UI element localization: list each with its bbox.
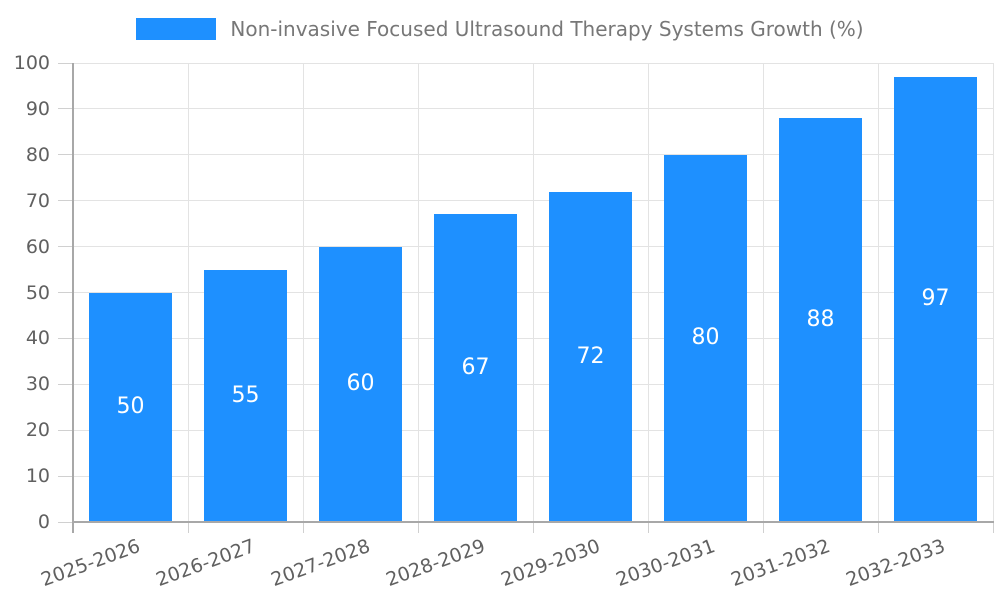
bar-value-label: 88 (806, 307, 835, 333)
y-axis-tick (58, 154, 73, 156)
y-axis-tick (58, 108, 73, 110)
y-axis-tick (58, 475, 73, 477)
x-tick-label: 2028-2029 (383, 535, 489, 592)
bar-value-label: 80 (691, 325, 720, 351)
y-tick-label: 0 (37, 511, 50, 533)
x-axis-tick (302, 523, 304, 533)
bar: 55 (204, 269, 287, 522)
gridline-vertical (532, 63, 534, 522)
gridline-vertical (877, 63, 879, 522)
y-tick-label: 50 (25, 281, 50, 304)
x-axis-tick (762, 523, 764, 533)
y-tick-label: 80 (25, 143, 50, 166)
x-tick-label: 2029-2030 (498, 535, 604, 592)
y-axis-tick (58, 62, 73, 64)
y-axis-tick (58, 200, 73, 202)
y-axis-tick (58, 292, 73, 293)
chart-legend[interactable]: Non-invasive Focused Ultrasound Therapy … (0, 17, 1000, 41)
x-tick-label: 2027-2028 (268, 535, 374, 592)
y-tick-label: 30 (25, 373, 50, 396)
y-axis-tick (58, 521, 73, 523)
y-axis-tick (58, 383, 73, 385)
y-tick-label: 70 (25, 189, 50, 212)
x-axis-line (72, 521, 994, 523)
x-tick-label: 2031-2032 (728, 535, 834, 592)
bar-value-label: 67 (461, 355, 490, 381)
bar-value-label: 55 (231, 382, 260, 408)
x-tick-label: 2030-2031 (613, 535, 719, 592)
bar: 60 (319, 246, 402, 522)
gridline-vertical (302, 63, 304, 522)
gridline-vertical (417, 63, 419, 522)
y-tick-label: 20 (25, 419, 50, 442)
gridline-vertical (187, 63, 189, 522)
bar-value-label: 72 (576, 343, 605, 369)
bar: 72 (549, 191, 632, 522)
legend-swatch (136, 18, 217, 40)
x-tick-label: 2026-2027 (153, 535, 259, 592)
bar: 88 (779, 118, 862, 522)
legend-series-label: Non-invasive Focused Ultrasound Therapy … (230, 17, 864, 41)
bar-value-label: 97 (921, 286, 950, 312)
y-tick-label: 60 (25, 235, 50, 258)
y-axis-line (72, 63, 74, 533)
bar: 50 (89, 292, 172, 522)
bar: 80 (664, 154, 747, 522)
x-axis-tick (877, 523, 879, 533)
bar: 97 (894, 76, 977, 522)
bar-value-label: 60 (346, 371, 375, 397)
gridline-vertical (992, 63, 994, 522)
x-tick-label: 2025-2026 (38, 535, 144, 592)
x-axis-tick (992, 523, 994, 533)
x-axis-tick (647, 523, 649, 533)
y-tick-label: 100 (13, 52, 50, 74)
gridline-vertical (647, 63, 649, 522)
y-tick-label: 90 (25, 97, 50, 120)
y-tick-label: 10 (25, 465, 50, 488)
x-tick-label: 2032-2033 (843, 535, 949, 592)
bar-value-label: 50 (116, 394, 145, 420)
x-axis-tick (417, 523, 419, 533)
gridline-vertical (762, 63, 764, 522)
y-axis-tick (58, 246, 73, 248)
bar: 67 (434, 214, 517, 522)
x-axis-tick (532, 523, 534, 533)
x-axis-tick (187, 523, 189, 533)
y-tick-label: 40 (25, 327, 50, 350)
y-axis-tick (58, 337, 73, 339)
y-axis-tick (58, 429, 73, 431)
